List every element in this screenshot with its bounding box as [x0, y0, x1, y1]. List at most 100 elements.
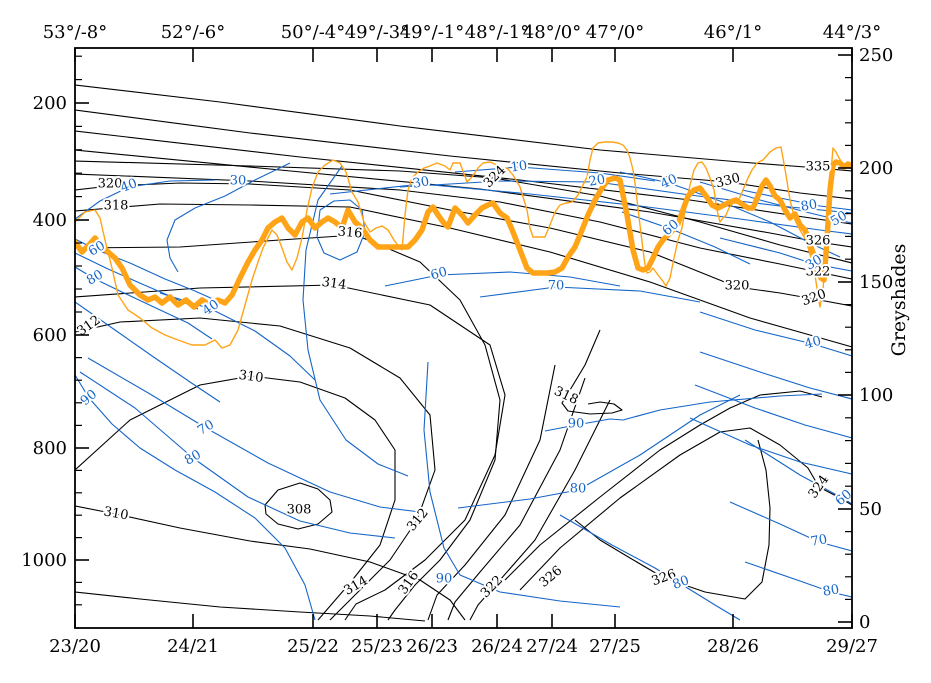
- theta-contour-label: 335: [806, 160, 831, 175]
- humidity-contour-label: 60: [429, 265, 449, 284]
- left-axis-tick-label: 600: [33, 325, 67, 346]
- theta-contour-line: [75, 375, 396, 621]
- humidity-contour-label: 70: [548, 279, 565, 294]
- right-axis-tick-label: 150: [859, 272, 893, 293]
- humidity-contour-line: [699, 311, 852, 357]
- humidity-contour-line: [741, 189, 852, 211]
- humidity-contour-label: 70: [810, 532, 829, 550]
- humidity-contour-line: [619, 171, 841, 258]
- bottom-axis-tick-label: 26/24: [471, 636, 523, 657]
- theta-contour-line: [469, 399, 611, 621]
- theta-contour-line: [75, 130, 852, 225]
- right-axis-tick-label: 0: [859, 612, 870, 633]
- theta-contour-label: 310: [102, 504, 129, 523]
- orange-line-thin: [75, 141, 852, 349]
- bottom-axis-tick-label: 24/21: [167, 636, 219, 657]
- humidity-contour-label: 90: [568, 417, 585, 432]
- orange-line-layer: [75, 141, 852, 349]
- humidity-contour-line: [329, 183, 852, 235]
- humidity-contour-line: [699, 181, 852, 224]
- humidity-contour-label: 40: [803, 334, 823, 353]
- left-axis-tick-label: 800: [33, 438, 67, 459]
- right-axis-tick-label: 100: [859, 385, 893, 406]
- top-axis-tick-label: 50°/-4°: [281, 22, 346, 43]
- humidity-contour-line: [621, 211, 751, 265]
- humidity-contour-line: [544, 393, 823, 432]
- humidity-contour-line: [75, 301, 221, 403]
- humidity-contour-line: [744, 439, 852, 505]
- contour-label-layer: 320 318 316 314 312 310 310 308 324 330 335 326 322 3…: [76, 156, 852, 603]
- humidity-contour-line: [75, 266, 213, 340]
- right-axis-tick-label: 200: [859, 158, 893, 179]
- theta-contour-line: [75, 149, 852, 248]
- bottom-axis-tick-label: 23/20: [49, 636, 101, 657]
- bottom-axis-tick-label: 27/25: [589, 636, 641, 657]
- humidity-contour-line: [694, 384, 852, 439]
- theta-contour-label: 324: [806, 473, 833, 502]
- bottom-axis-tick-label: 28/26: [707, 636, 759, 657]
- bottom-axis-tick-label: 26/23: [406, 636, 458, 657]
- humidity-contour-label: 70: [195, 417, 217, 438]
- theta-contour-line: [574, 439, 771, 600]
- left-axis-tick-label: 200: [33, 93, 67, 114]
- top-axis-tick-label: 52°/-6°: [161, 22, 226, 43]
- theta-contour-label: 324: [481, 163, 509, 191]
- humidity-contour-label: 80: [822, 582, 841, 600]
- theta-contour-line: [447, 377, 586, 621]
- theta-contour-label: 326: [806, 234, 831, 249]
- humidity-contour-label: 80: [800, 197, 819, 215]
- humidity-contour-line: [744, 561, 852, 598]
- theta-contour-line: [504, 390, 823, 581]
- humidity-contour-line: [559, 514, 741, 621]
- humidity-contour-label: 30: [230, 174, 247, 189]
- humidity-contour-label: 90: [436, 572, 453, 587]
- humidity-contour-line: [689, 417, 852, 475]
- left-axis-tick-label: 1000: [21, 550, 67, 571]
- humidity-contour-line: [87, 357, 421, 513]
- theta-contour-label: 310: [238, 368, 265, 386]
- bottom-axis-tick-label: 25/23: [351, 636, 403, 657]
- theta-contour-label: 320: [800, 287, 828, 310]
- theta-contour-line: [264, 482, 333, 530]
- theta-contour-line: [75, 284, 506, 621]
- humidity-contour-label: 10: [510, 158, 528, 175]
- humidity-contour-line: [729, 501, 852, 552]
- theta-contour-line: [561, 329, 623, 415]
- humidity-contour-line: [302, 165, 409, 477]
- humidity-contour-line: [79, 371, 396, 539]
- top-axis-tick-label: 49°/-3°: [345, 22, 410, 43]
- plot-frame: [74, 47, 853, 629]
- theta-contour-line: [75, 84, 852, 172]
- theta-contour-line: [75, 173, 852, 280]
- theta-contour-line: [75, 182, 852, 307]
- theta-contour-line: [75, 109, 852, 200]
- humidity-contour-line: [457, 394, 741, 509]
- top-axis-tick-label: 47°/0°: [586, 22, 644, 43]
- humidity-contour-line: [316, 199, 366, 261]
- bottom-axis-tick-label: 25/22: [287, 636, 339, 657]
- theta-contour-line: [75, 317, 436, 621]
- theta-contour-label: 314: [341, 573, 370, 598]
- humidity-contour-label: 90: [78, 387, 100, 409]
- humidity-contour-label: 30: [412, 174, 431, 192]
- theta-contour-label: 308: [287, 503, 312, 518]
- humidity-contour-line: [699, 351, 852, 400]
- theta-contour-label: 322: [806, 265, 831, 280]
- theta-contour-label: 314: [321, 275, 348, 293]
- axes-layer: 53°/-8° 52°/-6° 50°/-4° 49°/-3°49°/-1° 48°/-…: [21, 22, 893, 657]
- theta-contour-line: [75, 234, 501, 621]
- bottom-axis-tick-label: 27/24: [526, 636, 578, 657]
- theta-contour-label: 316: [337, 224, 363, 241]
- right-axis-tick-label: 250: [859, 45, 893, 66]
- humidity-contour-line: [75, 179, 216, 220]
- right-axis-tick-label: 50: [859, 499, 882, 520]
- humidity-contour-label: 20: [588, 172, 607, 190]
- humidity-contour-line: [159, 292, 316, 381]
- humidity-contour-label: 80: [182, 447, 204, 468]
- humidity-contour-line: [75, 374, 316, 621]
- theta-contour-line: [75, 160, 852, 264]
- humidity-contour-line: [454, 166, 656, 182]
- contour-layer: [75, 84, 852, 622]
